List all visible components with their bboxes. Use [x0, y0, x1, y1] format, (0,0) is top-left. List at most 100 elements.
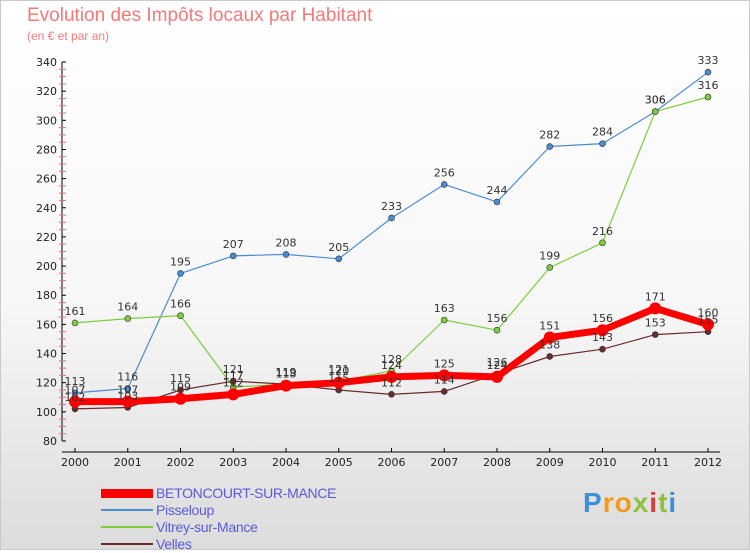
data-point: [388, 214, 395, 222]
data-point: [493, 198, 501, 206]
x-tick-label: 2001: [114, 456, 142, 469]
data-point: [124, 315, 132, 322]
data-label: 121: [328, 363, 349, 376]
series-line: [74, 96, 709, 388]
data-point: [704, 68, 712, 76]
data-point: [546, 264, 554, 271]
legend-swatch: [101, 509, 153, 511]
data-label: 306: [645, 94, 666, 107]
legend-label: Velles: [156, 536, 192, 552]
data-label: 120: [328, 365, 349, 378]
data-label: 160: [698, 306, 719, 319]
data-label: 128: [381, 353, 402, 366]
y-tick-label: 280: [36, 143, 57, 156]
data-point: [596, 324, 609, 337]
data-point: [332, 376, 345, 389]
data-point: [282, 251, 290, 258]
data-label: 102: [65, 391, 86, 404]
data-point: [385, 370, 398, 383]
x-tick-label: 2011: [641, 456, 669, 469]
y-tick-label: 100: [36, 406, 57, 419]
logo-letter: P: [583, 487, 603, 518]
logo-letter: o: [614, 487, 633, 518]
data-label: 199: [539, 250, 560, 263]
x-tick-label: 2006: [378, 456, 406, 469]
data-label: 207: [223, 238, 244, 251]
data-point: [546, 143, 554, 150]
y-tick-label: 220: [36, 231, 57, 244]
chart-series: [69, 68, 714, 413]
data-point: [493, 326, 501, 334]
data-label: 166: [170, 298, 191, 311]
y-tick-label: 200: [36, 260, 57, 273]
data-label: 256: [434, 166, 455, 179]
x-tick-label: 2007: [430, 456, 458, 469]
data-point: [335, 255, 343, 263]
y-tick-label: 240: [36, 202, 57, 215]
data-label: 118: [276, 368, 297, 381]
y-tick-label: 180: [36, 289, 57, 302]
data-label: 116: [117, 371, 138, 384]
chart-subtitle: (en € et par an): [27, 29, 110, 43]
x-tick-label: 2000: [61, 456, 89, 469]
data-label: 208: [276, 236, 297, 249]
logo-letter: r: [602, 487, 615, 518]
data-label: 156: [592, 312, 613, 325]
data-point: [227, 388, 240, 401]
x-tick-label: 2008: [483, 456, 511, 469]
data-label: 282: [539, 129, 560, 142]
data-label: 107: [65, 384, 86, 397]
data-label: 124: [381, 359, 402, 372]
data-label: 126: [487, 356, 508, 369]
legend-label: Vitrey-sur-Mance: [156, 519, 258, 535]
data-label: 161: [65, 305, 86, 318]
data-label: 114: [434, 373, 455, 386]
data-label: 119: [276, 366, 297, 379]
x-tick-label: 2005: [325, 456, 353, 469]
data-label: 113: [65, 375, 86, 388]
data-point: [599, 140, 606, 147]
x-tick-label: 2012: [694, 456, 722, 469]
chart-axes: 80 100 120 140 160 180 200 220 240 260 280 300 320 34…: [36, 56, 722, 469]
data-label: 115: [170, 372, 191, 385]
data-label: 233: [381, 200, 402, 213]
data-point: [229, 252, 237, 260]
data-point: [440, 181, 448, 188]
data-point: [69, 395, 81, 408]
data-label: 156: [487, 312, 508, 325]
data-point: [546, 353, 554, 360]
data-point: [702, 318, 714, 331]
data-point: [651, 108, 659, 115]
legend-label: BETONCOURT-SUR-MANCE: [156, 485, 337, 501]
data-label: 171: [645, 290, 666, 303]
data-point: [280, 379, 292, 392]
data-point: [71, 319, 79, 327]
x-tick-label: 2004: [272, 456, 300, 469]
y-tick-label: 340: [36, 56, 57, 69]
data-label: 164: [117, 301, 138, 314]
data-label: 125: [434, 357, 455, 370]
data-label: 121: [223, 363, 244, 376]
data-label: 112: [381, 376, 402, 389]
x-tick-label: 2010: [589, 456, 617, 469]
data-point: [388, 391, 395, 398]
data-point: [543, 331, 556, 344]
data-label: 316: [698, 79, 719, 92]
data-label: 151: [539, 320, 560, 333]
data-point: [440, 316, 448, 324]
data-point: [121, 395, 134, 408]
data-point: [599, 345, 606, 353]
data-label: 138: [539, 338, 560, 351]
data-label: 163: [434, 302, 455, 315]
data-label: 115: [328, 372, 349, 385]
legend-label: Pisseloup: [156, 502, 215, 518]
data-point: [651, 331, 659, 338]
x-tick-label: 2003: [219, 456, 247, 469]
logo-letter: x: [632, 487, 650, 518]
data-point: [704, 93, 712, 101]
y-tick-label: 260: [36, 173, 57, 186]
proxiti-logo: Proxiti: [583, 487, 677, 519]
data-point: [177, 270, 184, 277]
